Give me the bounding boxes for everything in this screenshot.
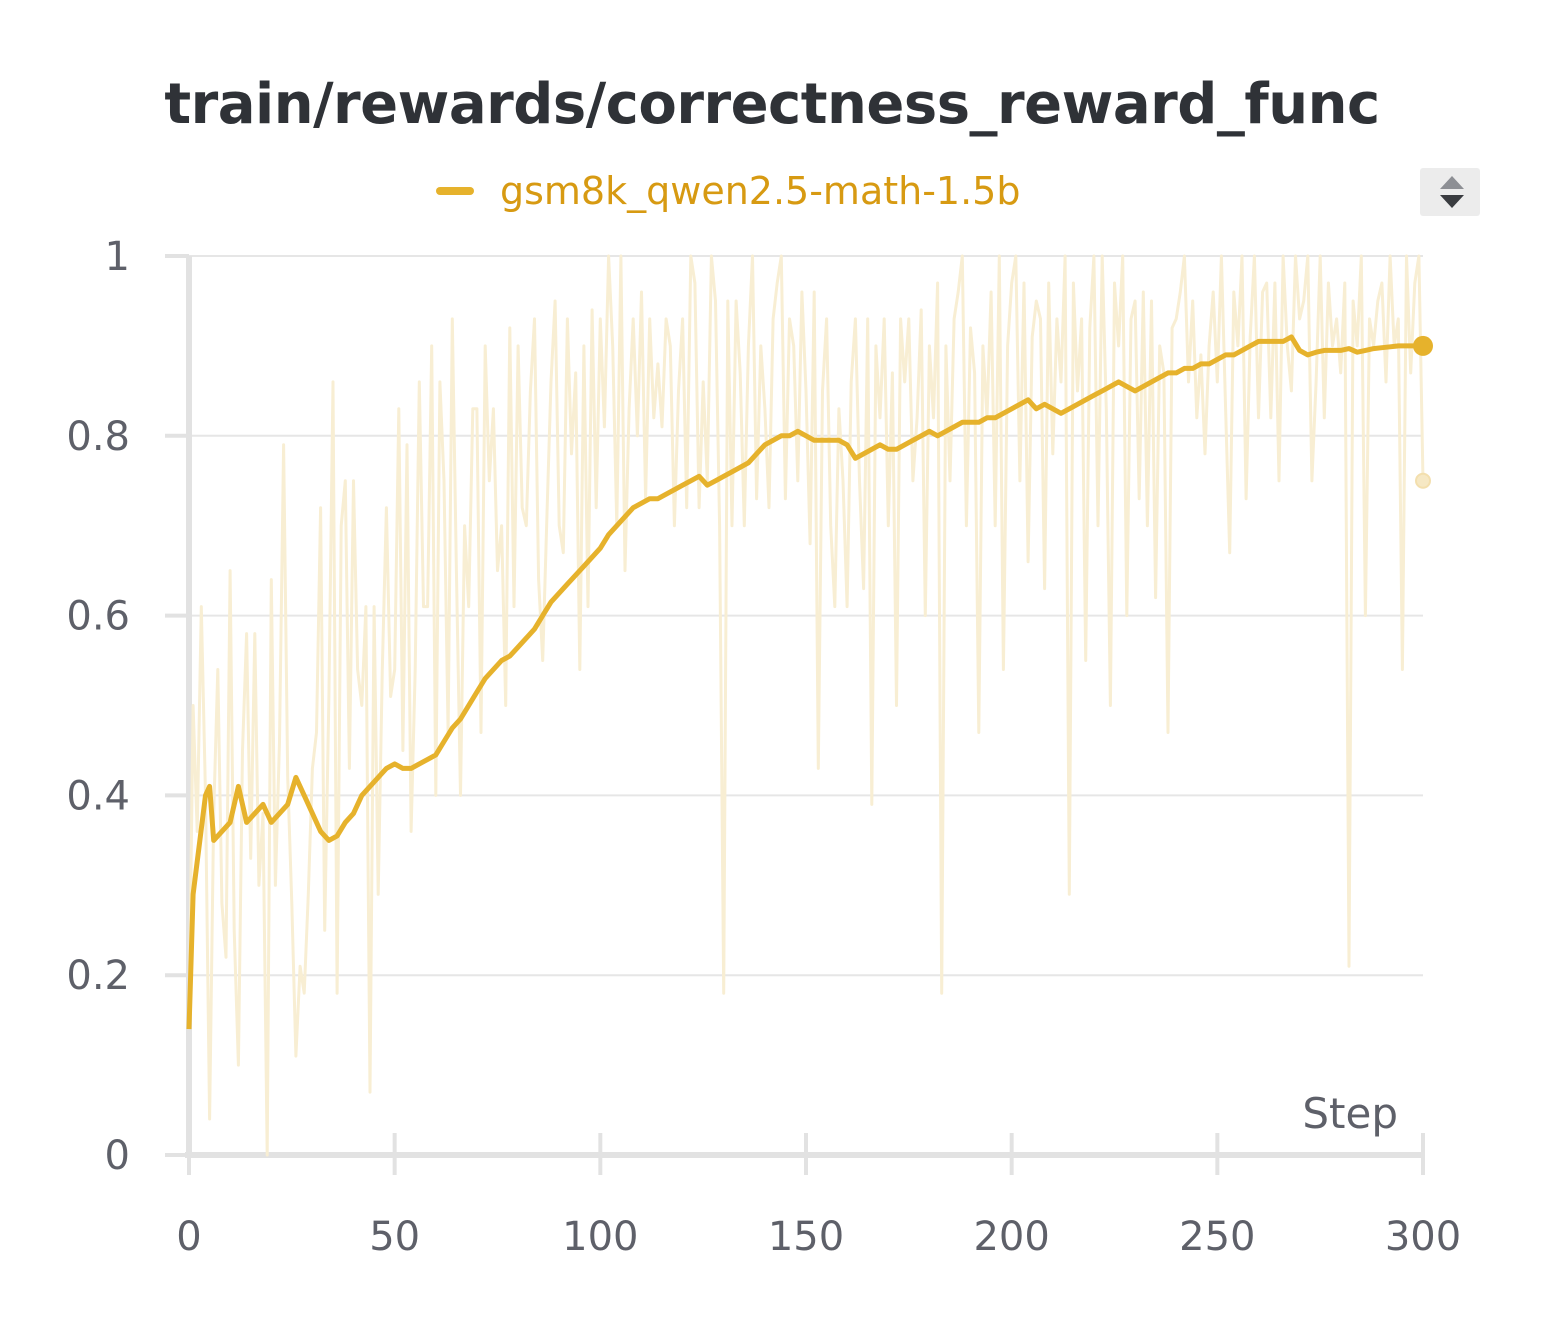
smoothed-line [186, 334, 1423, 1030]
x-tick-label: 250 [1179, 1214, 1255, 1260]
x-tick-label: 300 [1385, 1214, 1461, 1260]
raw-series [187, 254, 1431, 1157]
x-tick-label: 100 [562, 1214, 638, 1260]
chevron-down-icon[interactable] [1440, 195, 1464, 208]
x-tick-label: 150 [768, 1214, 844, 1260]
x-tick-label: 200 [973, 1214, 1049, 1260]
legend: gsm8k_qwen2.5-math-1.5b [436, 166, 1020, 216]
legend-label: gsm8k_qwen2.5-math-1.5b [500, 169, 1021, 213]
smoothed-end-marker [1413, 335, 1433, 356]
y-tick-label: 0.8 [66, 414, 130, 460]
tick-labels: 0 0.2 0.4 0.6 0.8 1 0 50 100 150 200 250 300 [66, 234, 1461, 1260]
y-tick-label: 1 [105, 234, 130, 280]
raw-line [187, 254, 1425, 1157]
y-tick-label: 0.2 [66, 953, 130, 999]
smoothed-series [186, 334, 1433, 1030]
x-tick-label: 50 [369, 1214, 420, 1260]
y-tick-label: 0 [105, 1133, 130, 1179]
legend-scroll-control[interactable] [1420, 168, 1480, 216]
chevron-up-icon[interactable] [1440, 176, 1464, 189]
legend-swatch [436, 187, 474, 195]
y-tick-label: 0.6 [66, 594, 130, 640]
y-tick-label: 0.4 [66, 773, 130, 819]
x-axis-label: Step [1302, 1089, 1398, 1138]
raw-end-marker [1415, 472, 1431, 489]
x-tick-label: 0 [176, 1214, 201, 1260]
chart-title: train/rewards/correctness_reward_func [164, 72, 1380, 137]
